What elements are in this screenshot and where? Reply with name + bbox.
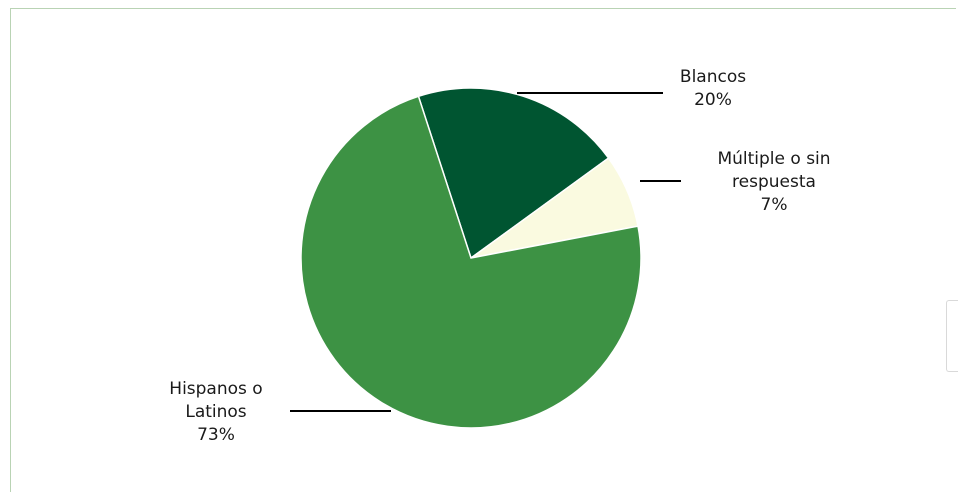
- slice-label-line: Hispanos o: [169, 379, 262, 399]
- slice-label-line: Múltiple o sin: [717, 149, 830, 169]
- slice-label-line: 7%: [761, 195, 788, 215]
- slice-label-line: 20%: [694, 90, 732, 110]
- slice-label: Blancos 20%: [680, 67, 746, 110]
- chart-frame: [10, 8, 956, 492]
- slice-label-line: respuesta: [732, 172, 816, 192]
- side-panel-toggle[interactable]: [946, 300, 958, 372]
- leader-lines: [290, 92, 681, 412]
- slice-label-line: Blancos: [680, 67, 746, 87]
- slice-label: Múltiple o sin respuesta 7%: [717, 149, 830, 215]
- slice-label: Hispanos o Latinos 73%: [169, 379, 262, 445]
- slice-label-line: Latinos: [185, 402, 246, 422]
- slice-labels: Blancos 20% Múltiple o sin respuesta 7% Hispa…: [169, 67, 830, 445]
- pie-slices: [300, 87, 642, 429]
- slice-label-line: 73%: [197, 425, 235, 445]
- pie-slice-hispanos-o-latinos: [300, 95, 642, 429]
- pie-slice-blancos: [417, 87, 610, 260]
